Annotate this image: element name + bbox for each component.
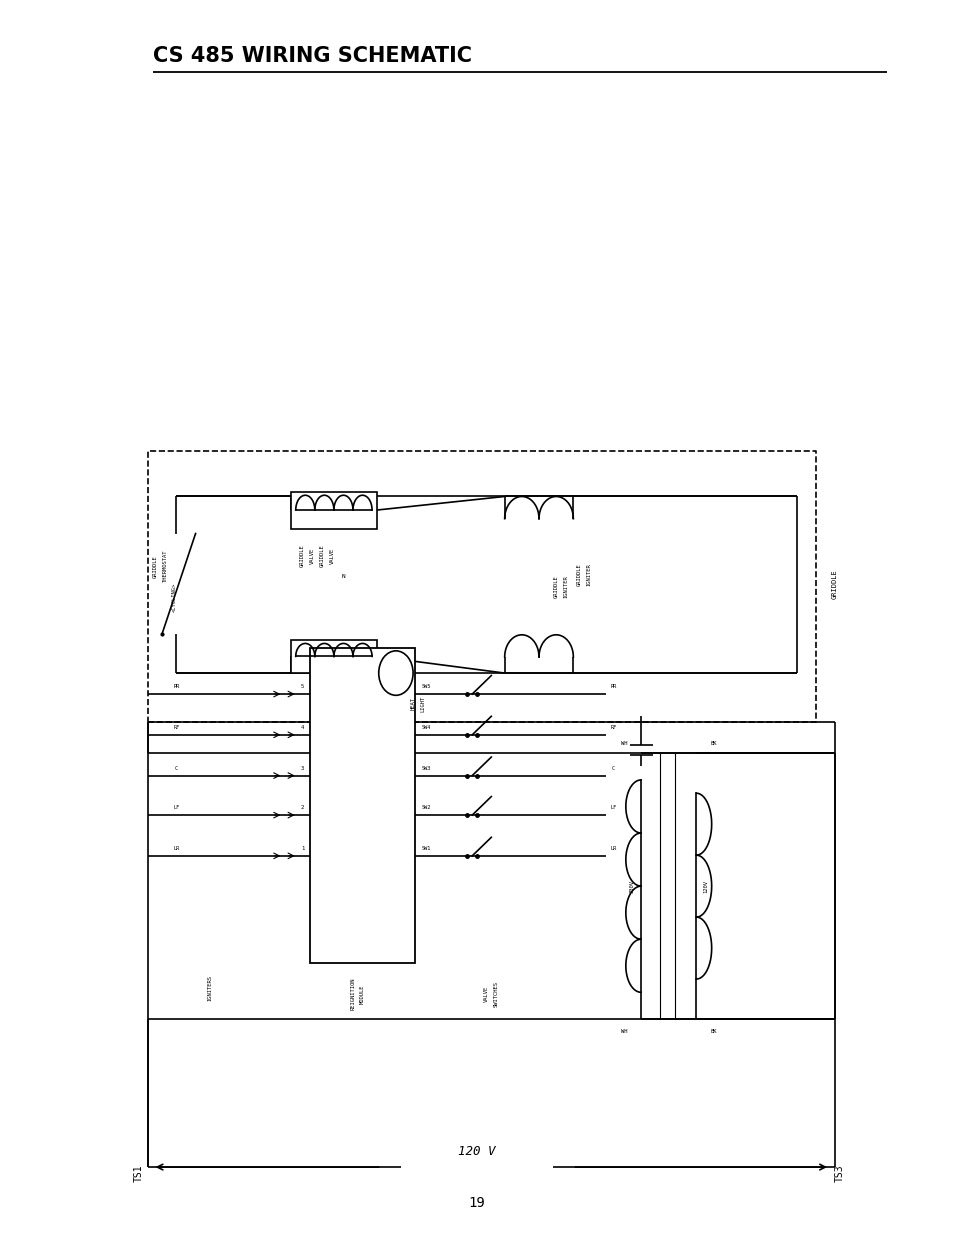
Text: 2: 2 <box>300 805 304 810</box>
Text: RR: RR <box>610 684 616 689</box>
Text: RR: RR <box>173 684 179 689</box>
Text: IGNITER: IGNITER <box>562 576 568 598</box>
Text: IGNITER: IGNITER <box>585 563 591 585</box>
Text: 230V: 230V <box>628 879 634 893</box>
Text: 120V: 120V <box>702 879 708 893</box>
Text: N: N <box>341 574 345 579</box>
Text: <CYCLING>: <CYCLING> <box>172 583 177 611</box>
Text: CS 485 WIRING SCHEMATIC: CS 485 WIRING SCHEMATIC <box>152 46 471 65</box>
Text: MODULE: MODULE <box>359 984 365 1004</box>
Text: GRIDDLE: GRIDDLE <box>576 563 581 585</box>
Text: RF: RF <box>173 725 179 730</box>
Text: RF: RF <box>610 725 616 730</box>
Text: GRIDDLE: GRIDDLE <box>831 569 837 599</box>
Text: IGNITERS: IGNITERS <box>207 974 213 1002</box>
Text: BK: BK <box>710 741 716 746</box>
Text: GRIDDLE: GRIDDLE <box>553 576 558 598</box>
Text: VALVE: VALVE <box>483 986 489 1003</box>
Text: GRIDDLE: GRIDDLE <box>299 545 305 567</box>
Text: REIGNITION: REIGNITION <box>350 978 355 1010</box>
Text: LF: LF <box>610 805 616 810</box>
Text: SW4: SW4 <box>421 725 431 730</box>
Text: THERMOSTAT: THERMOSTAT <box>162 550 168 583</box>
Text: VALVE: VALVE <box>329 547 335 564</box>
Text: C: C <box>174 766 178 771</box>
Text: SW5: SW5 <box>421 684 431 689</box>
Text: GRIDDLE: GRIDDLE <box>152 555 158 578</box>
Text: 3: 3 <box>300 766 304 771</box>
Text: VALVE: VALVE <box>309 547 314 564</box>
Text: LR: LR <box>173 846 179 851</box>
Text: 5: 5 <box>300 684 304 689</box>
Text: WH: WH <box>620 1029 626 1034</box>
Text: 120 V: 120 V <box>457 1145 496 1158</box>
Text: LF: LF <box>173 805 179 810</box>
Text: GRIDDLE: GRIDDLE <box>319 545 325 567</box>
Text: 4: 4 <box>300 725 304 730</box>
Text: LIGHT: LIGHT <box>419 695 425 713</box>
Text: HEAT: HEAT <box>410 698 416 710</box>
Text: BK: BK <box>710 1029 716 1034</box>
Text: SW1: SW1 <box>421 846 431 851</box>
Text: SW2: SW2 <box>421 805 431 810</box>
Text: TS1: TS1 <box>133 1165 143 1182</box>
FancyBboxPatch shape <box>310 648 415 963</box>
Text: 1: 1 <box>300 846 304 851</box>
FancyBboxPatch shape <box>291 492 376 529</box>
Text: LR: LR <box>610 846 616 851</box>
Text: SW3: SW3 <box>421 766 431 771</box>
Text: 19: 19 <box>468 1197 485 1210</box>
FancyBboxPatch shape <box>291 640 376 673</box>
Text: SWITCHES: SWITCHES <box>493 981 498 1008</box>
Text: WH: WH <box>620 741 626 746</box>
Text: TS3: TS3 <box>834 1165 843 1182</box>
Text: C: C <box>611 766 615 771</box>
